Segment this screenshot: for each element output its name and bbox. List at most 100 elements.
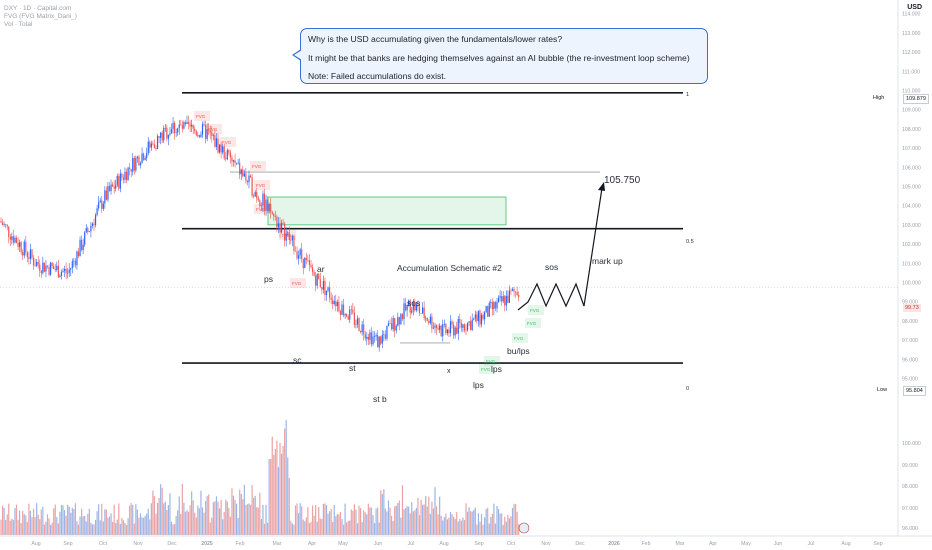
candle-body	[477, 310, 479, 322]
volume-bar	[411, 502, 413, 535]
candle-body	[378, 336, 380, 348]
volume-bar	[124, 522, 126, 535]
candle-body	[425, 317, 427, 319]
volume-bar	[174, 524, 176, 535]
indicator-line[interactable]: FVG (FVG Matrix_Dani_)	[4, 13, 77, 20]
y-tick-label: 107.000	[902, 146, 921, 152]
volume-bar	[186, 510, 188, 535]
fvg-label: FVG	[252, 164, 262, 169]
candle-body	[259, 200, 261, 207]
candle-body	[344, 314, 346, 316]
volume-bar	[71, 507, 73, 535]
volume-bar	[143, 517, 145, 535]
volume-bar	[273, 454, 275, 535]
volume-bar	[496, 505, 498, 535]
volume-bar	[460, 520, 462, 535]
volume-bar	[457, 521, 459, 535]
volume-bar	[234, 499, 236, 535]
candle-body	[439, 325, 441, 330]
volume-bar	[501, 513, 503, 535]
volume-bar	[324, 503, 326, 535]
volume-tick-label: 96.000	[902, 526, 918, 532]
volume-bar	[26, 522, 28, 535]
volume-bar	[14, 507, 16, 535]
candle-body	[485, 306, 487, 313]
candle-body	[280, 222, 283, 233]
volume-bar	[205, 501, 207, 535]
volume-bar	[45, 521, 47, 535]
volume-bar	[378, 522, 380, 535]
volume-bar	[412, 511, 414, 535]
candle-body	[470, 321, 472, 330]
candle-body	[138, 156, 140, 166]
candle-body	[85, 228, 87, 233]
volume-bar	[321, 518, 323, 535]
volume-bar	[29, 510, 32, 535]
candle-body	[400, 314, 402, 325]
volume-bar	[259, 492, 261, 535]
volume-bar	[493, 503, 495, 535]
volume-bar	[471, 511, 473, 535]
candle-body	[54, 268, 56, 270]
volume-bar	[93, 524, 95, 535]
target-price-label: 105.750	[604, 175, 641, 186]
volume-bar	[485, 508, 487, 535]
candle-body	[240, 169, 242, 175]
label-lps-2: lps	[473, 380, 484, 390]
volume-bar	[201, 507, 204, 535]
volume-bar	[122, 520, 125, 535]
volume-bar	[505, 521, 507, 535]
volume-bar	[180, 514, 182, 535]
volume-bar	[383, 489, 385, 535]
candle-body	[501, 296, 503, 302]
volume-bar	[110, 513, 112, 535]
fvg-label: FVG	[292, 281, 302, 286]
candle-body	[65, 269, 67, 274]
x-tick-label: Feb	[642, 541, 651, 547]
candle-body	[91, 223, 94, 226]
candle-body	[187, 122, 190, 125]
candle-body	[206, 129, 208, 139]
note-callout[interactable]: Why is the USD accumulating given the fu…	[292, 28, 708, 84]
volume-bar	[389, 507, 391, 535]
candle-body	[363, 324, 365, 335]
candle-body	[129, 167, 131, 169]
candle-body	[139, 163, 142, 166]
volume-bar	[187, 511, 190, 535]
volume-bar	[487, 507, 489, 535]
volume-bar	[98, 504, 100, 535]
volume-bar	[428, 496, 430, 535]
volume-bar	[403, 509, 405, 535]
volume-bar	[291, 523, 293, 535]
candle-body	[392, 318, 394, 330]
label-st: st	[349, 363, 356, 373]
volume-bar	[94, 519, 97, 535]
volume-bar	[270, 458, 272, 535]
candle-body	[112, 184, 114, 187]
volume-line[interactable]: Vol · Total	[4, 21, 33, 28]
volume-bar	[254, 495, 256, 535]
volume-tick-label: 98.000	[902, 484, 918, 490]
candle-body	[98, 202, 100, 209]
volume-bar	[429, 513, 431, 535]
symbol-line[interactable]: DXY · 1D · Capital.com	[4, 5, 72, 12]
y-tick-label: 111.000	[902, 69, 920, 75]
candle-body	[205, 125, 207, 139]
high-value: 109.879	[903, 94, 929, 104]
candle-body	[46, 265, 49, 267]
x-tick-label: Sep	[474, 541, 483, 547]
candle-body	[335, 301, 337, 307]
x-tick-label: Mar	[273, 541, 282, 547]
note-line-2: It might be that banks are hedging thems…	[308, 52, 690, 63]
fvg-box	[512, 333, 528, 343]
candle-body	[384, 334, 386, 339]
volume-bar	[311, 505, 314, 535]
candle-body	[246, 180, 249, 183]
currency-label[interactable]: USD	[907, 4, 922, 11]
volume-bar	[62, 505, 64, 535]
volume-bar	[172, 524, 174, 535]
y-tick-label: 97.000	[902, 338, 918, 344]
volume-bar	[507, 514, 509, 535]
volume-tick-label: 99.000	[902, 463, 918, 469]
